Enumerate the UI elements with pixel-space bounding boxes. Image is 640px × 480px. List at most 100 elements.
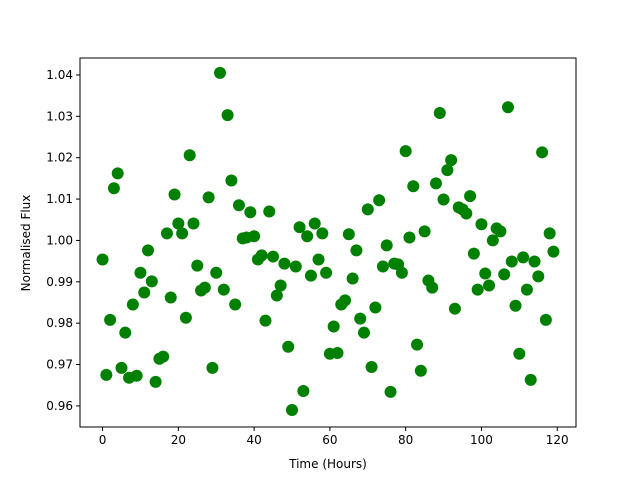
point <box>312 253 325 266</box>
point <box>138 286 151 299</box>
y-tick-label: 1.04 <box>46 68 73 82</box>
point <box>464 190 477 203</box>
point <box>293 221 306 234</box>
point <box>486 234 499 247</box>
point <box>418 225 431 238</box>
point <box>498 268 511 281</box>
point <box>346 272 359 285</box>
point <box>157 350 170 363</box>
y-axis-label: Normalised Flux <box>19 195 33 292</box>
y-tick-label: 1.03 <box>46 109 73 123</box>
point <box>149 375 162 388</box>
point <box>297 385 310 398</box>
point <box>115 361 128 374</box>
point <box>520 283 533 296</box>
point <box>524 373 537 386</box>
point <box>528 255 541 268</box>
point <box>320 266 333 279</box>
point <box>316 227 329 240</box>
point <box>373 194 386 207</box>
point <box>426 281 439 294</box>
point <box>134 266 147 279</box>
point <box>308 217 321 230</box>
point <box>232 199 245 212</box>
x-axis-label: Time (Hours) <box>288 457 367 471</box>
point <box>467 247 480 260</box>
point <box>543 227 556 240</box>
point <box>176 227 189 240</box>
point <box>286 404 299 417</box>
point <box>229 298 242 311</box>
point <box>214 66 227 79</box>
point <box>479 267 492 280</box>
point <box>536 146 549 159</box>
point <box>301 230 314 243</box>
point <box>255 249 268 262</box>
point <box>471 283 484 296</box>
point <box>202 191 215 204</box>
point <box>437 193 450 206</box>
point <box>331 346 344 359</box>
point <box>407 180 420 193</box>
point <box>513 347 526 360</box>
point <box>172 217 185 230</box>
point <box>414 364 427 377</box>
point <box>282 340 295 353</box>
point <box>342 228 355 241</box>
y-tick-label: 0.98 <box>46 316 73 330</box>
point <box>111 167 124 180</box>
point <box>164 291 177 304</box>
point <box>357 326 370 339</box>
point <box>145 275 158 288</box>
point <box>441 164 454 177</box>
y-tick-label: 0.96 <box>46 399 73 413</box>
point <box>244 206 257 219</box>
point <box>248 230 261 243</box>
point <box>483 279 496 292</box>
point <box>221 109 234 122</box>
x-tick-label: 20 <box>171 433 186 447</box>
point <box>339 294 352 307</box>
x-tick-label: 40 <box>246 433 261 447</box>
point <box>183 149 196 162</box>
point <box>384 385 397 398</box>
x-tick-label: 80 <box>398 433 413 447</box>
point <box>547 245 560 258</box>
point <box>380 239 393 252</box>
point <box>517 251 530 264</box>
point <box>361 203 374 216</box>
point <box>206 361 219 374</box>
point <box>429 177 442 190</box>
point <box>327 320 340 333</box>
point <box>187 217 200 230</box>
point <box>274 279 287 292</box>
point <box>460 207 473 220</box>
point <box>494 225 507 238</box>
point <box>179 311 192 324</box>
point <box>403 231 416 244</box>
point <box>501 101 514 114</box>
point <box>100 368 113 381</box>
x-tick-label: 120 <box>546 433 569 447</box>
point <box>126 298 139 311</box>
point <box>107 182 120 195</box>
y-tick-label: 1.00 <box>46 233 73 247</box>
y-tick-label: 0.99 <box>46 275 73 289</box>
point <box>399 145 412 158</box>
x-tick-label: 0 <box>99 433 107 447</box>
point <box>130 369 143 382</box>
point <box>217 283 230 296</box>
point <box>278 257 291 270</box>
point <box>198 281 211 294</box>
point <box>142 244 155 257</box>
point <box>119 326 132 339</box>
point <box>289 260 302 273</box>
plot-frame <box>79 57 577 428</box>
point <box>505 255 518 268</box>
point <box>104 313 117 326</box>
point <box>509 299 522 312</box>
point <box>445 154 458 167</box>
point <box>304 269 317 282</box>
point <box>354 312 367 325</box>
